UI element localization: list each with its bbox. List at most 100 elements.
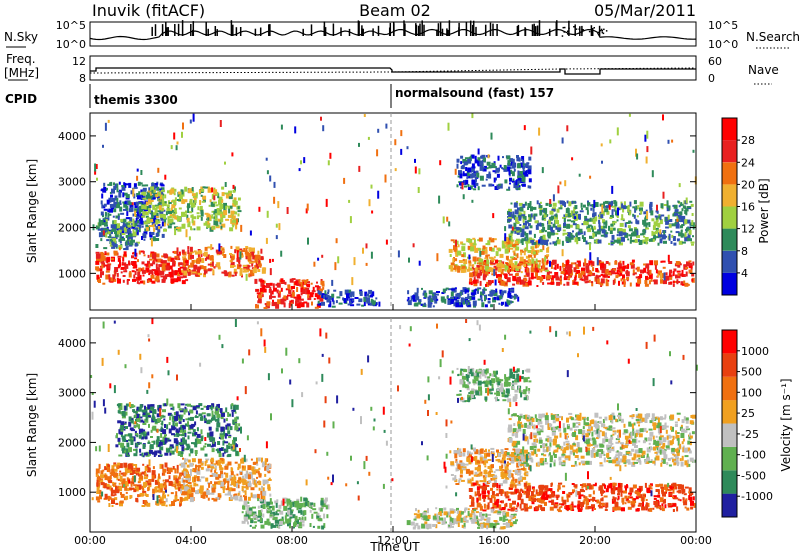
cell-0-7-206 — [488, 256, 493, 259]
cell-1-2-188 — [196, 427, 199, 432]
cell-0-1-178 — [219, 250, 223, 255]
cell-1-0-114 — [177, 484, 180, 490]
cell-0-8-197 — [655, 215, 658, 220]
cell-0-3-248 — [116, 204, 120, 209]
cell-0-8-279 — [593, 231, 598, 234]
cell-1-0-278 — [103, 474, 108, 478]
cell-1-1-146 — [237, 484, 240, 489]
cell-0-8-369 — [663, 230, 666, 235]
cell-0-6-426 — [471, 264, 474, 270]
cell-1-3-21 — [301, 523, 305, 527]
cell-1-1-174 — [237, 463, 241, 469]
cell-1-1-95 — [255, 481, 259, 484]
cell-0-8-586 — [576, 239, 579, 245]
cell-0-2-57 — [298, 301, 302, 305]
cell-1-2-106 — [181, 446, 185, 452]
cell-0-4-79 — [218, 199, 222, 205]
cell-1-4-138 — [497, 460, 502, 463]
cell-0-4-276 — [228, 190, 232, 196]
cell-0-6-309 — [660, 278, 663, 284]
cell-0-4-120 — [193, 197, 197, 201]
cell-1-4-25 — [482, 475, 486, 479]
cell-1-1-83 — [224, 493, 229, 496]
nave-right-label: Nave — [748, 63, 779, 77]
cell-1-1-138 — [195, 465, 199, 468]
cell-0-6-414 — [627, 263, 630, 269]
cell-0-4-9 — [192, 220, 196, 226]
cell-0-1-128 — [245, 253, 250, 257]
cell-1-1-53 — [217, 474, 221, 479]
cell-1-2-253 — [220, 436, 224, 440]
cell-0-6-443 — [514, 268, 517, 272]
cell-1-1-63 — [245, 486, 249, 490]
cell-0-3-163 — [106, 199, 110, 205]
cell-0-0-145 — [132, 261, 137, 266]
cell-0-2-156 — [319, 296, 324, 302]
cell-0-8-78 — [513, 222, 517, 228]
cell-0-7-61 — [535, 243, 537, 249]
cell-0-4-238 — [141, 215, 146, 218]
cell-0-9-93 — [466, 176, 469, 179]
cell-0-1-105 — [238, 264, 242, 267]
cell-0-8-522 — [576, 237, 581, 241]
cell-1-3-144 — [262, 513, 265, 518]
scatter-0-171 — [657, 274, 660, 278]
cell-0-7-256 — [486, 259, 490, 265]
cell-1-2-291 — [128, 447, 132, 453]
cell-0-8-458 — [639, 201, 644, 207]
cell-0-6-171 — [581, 278, 584, 281]
cell-1-4-198 — [509, 454, 512, 457]
cell-1-4-232 — [479, 457, 483, 462]
cell-0-8-195 — [516, 201, 518, 205]
cell-0-2-151 — [280, 278, 284, 283]
cell-0-6-204 — [618, 280, 620, 286]
cell-1-2-162 — [159, 454, 163, 457]
cell-0-8-419 — [654, 215, 658, 218]
cell-0-6-139 — [548, 271, 553, 274]
cell-0-6-194 — [556, 281, 561, 286]
cell-0-8-294 — [645, 227, 649, 230]
cell-0-9-156 — [523, 170, 527, 175]
scatter-0-205 — [303, 157, 306, 164]
cell-0-8-545 — [556, 208, 560, 213]
cell-0-8-615 — [528, 214, 531, 218]
cell-0-7-150 — [461, 246, 466, 252]
cell-1-3-142 — [260, 509, 263, 513]
cell-0-5-63 — [100, 238, 103, 242]
cell-0-11-43 — [363, 296, 368, 302]
cell-0-8-551 — [692, 235, 694, 238]
cpid-program-0: themis 3300 — [94, 93, 178, 107]
cell-0-9-181 — [528, 178, 532, 183]
cell-0-6-87 — [508, 273, 513, 276]
cell-0-6-356 — [605, 278, 608, 284]
cell-1-4-180 — [455, 467, 458, 472]
cell-0-7-53 — [523, 250, 526, 256]
cell-0-6-261 — [663, 280, 667, 285]
cell-1-0-140 — [124, 481, 129, 487]
cell-0-3-93 — [116, 233, 119, 237]
cell-0-0-186 — [150, 251, 155, 254]
cell-1-3-134 — [323, 523, 326, 529]
cell-1-1-239 — [227, 461, 232, 466]
cell-1-1-272 — [254, 469, 259, 472]
cell-0-6-35 — [492, 262, 496, 265]
cell-0-7-146 — [499, 253, 504, 258]
cell-0-0-210 — [95, 266, 100, 271]
cell-0-3-10 — [130, 190, 133, 195]
cell-0-4-250 — [225, 193, 229, 199]
cell-1-1-167 — [227, 486, 229, 491]
noise-search-dot-4 — [605, 30, 608, 32]
cell-0-8-59 — [640, 233, 644, 236]
cell-0-3-110 — [136, 211, 140, 217]
cell-0-7-186 — [453, 245, 457, 251]
cell-0-6-411 — [536, 260, 541, 263]
cell-0-3-217 — [113, 201, 118, 207]
scatter-0-12 — [394, 168, 397, 172]
cell-1-4-32 — [490, 477, 493, 481]
cell-1-4-124 — [470, 452, 474, 455]
cell-1-1-289 — [218, 495, 222, 498]
cell-0-0-104 — [133, 264, 135, 269]
cell-0-9-115 — [507, 166, 511, 172]
cell-0-3-145 — [157, 188, 162, 191]
cell-0-7-183 — [478, 258, 483, 264]
